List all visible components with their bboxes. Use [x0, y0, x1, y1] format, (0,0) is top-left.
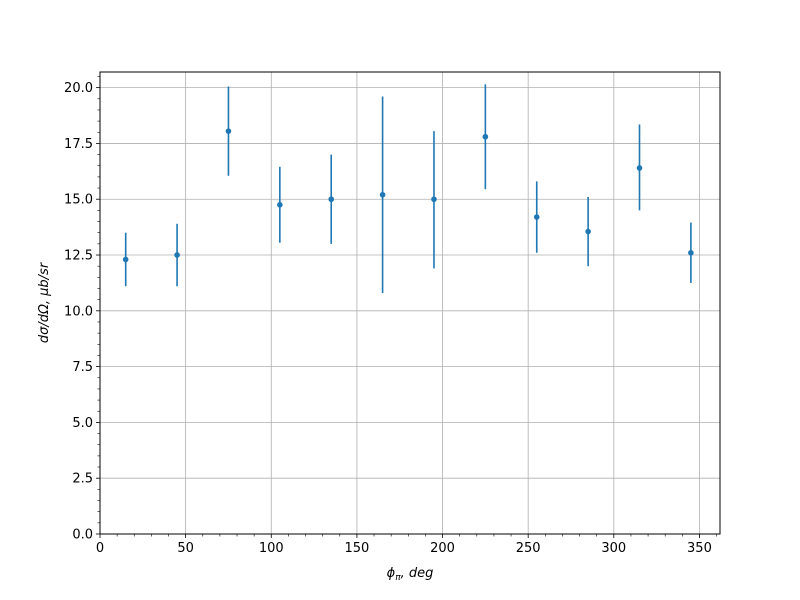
data-point: [636, 165, 643, 171]
data-point: [225, 128, 232, 134]
x-tick-label: 350: [687, 541, 712, 556]
x-axis-label: ϕπ, deg: [387, 566, 434, 583]
data-point: [174, 252, 180, 258]
data-point: [379, 191, 386, 198]
x-tick-label: 250: [516, 541, 541, 556]
x-tick-label: 50: [177, 541, 194, 556]
y-tick-label: 2.5: [72, 472, 93, 487]
y-tick-label: 20.0: [64, 81, 93, 96]
y-axis-label: dσ/dΩ, μb/sr: [37, 261, 52, 343]
grid-lines: [99, 72, 720, 535]
plot-frame: [99, 71, 721, 535]
y-tick-label: 5.0: [72, 416, 93, 431]
x-tick-label: 300: [601, 541, 626, 556]
x-tick-label: 100: [259, 541, 284, 556]
y-tick-label: 0.0: [72, 528, 93, 543]
data-point: [328, 196, 335, 203]
x-tick-label: 0: [96, 541, 104, 556]
x-tick-label: 200: [430, 541, 455, 556]
data-point: [533, 214, 540, 220]
major-ticks: 0 50 100 150 200 250 300 350 0.0 2.5 5.0 7.5 10.0 12.…: [64, 81, 712, 556]
data-point: [482, 133, 489, 140]
data-point: [277, 201, 283, 208]
y-tick-label: 12.5: [64, 249, 93, 264]
y-tick-label: 10.0: [64, 304, 93, 319]
x-tick-label: 150: [344, 541, 369, 556]
data-points: [122, 84, 694, 293]
data-point: [688, 249, 694, 256]
data-point: [122, 256, 129, 263]
y-tick-label: 17.5: [64, 137, 93, 152]
y-tick-label: 7.5: [72, 360, 93, 375]
y-tick-label: 15.0: [64, 193, 93, 208]
data-point: [585, 228, 591, 235]
data-point: [431, 196, 437, 203]
